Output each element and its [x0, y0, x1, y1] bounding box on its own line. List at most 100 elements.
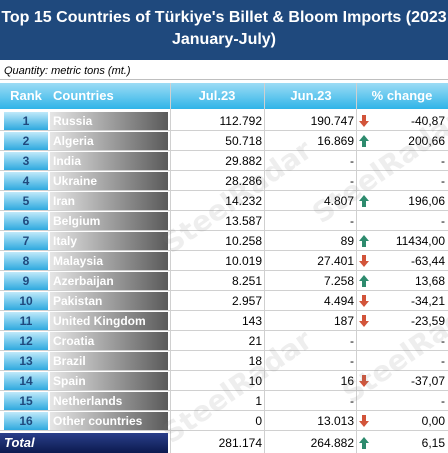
jun-value: 190.747 — [310, 114, 354, 128]
jun-value: 13.013 — [317, 414, 354, 428]
table-row: 1 Russia 112.792 190.747 -40,87 — [0, 111, 448, 131]
total-row: Total 281.174 264.882 6,15 — [0, 433, 448, 453]
jun-value: - — [350, 334, 354, 348]
country-cell: Belgium — [50, 212, 168, 230]
rank-cell: 13 — [4, 352, 48, 370]
down-arrow-icon — [357, 371, 371, 391]
change-value: - — [441, 214, 445, 228]
jun-value: 27.401 — [317, 254, 354, 268]
title-text: Top 15 Countries of Türkiye's Billet & B… — [1, 9, 447, 48]
rank-cell: 15 — [4, 392, 48, 410]
table-row: 9 Azerbaijan 8.251 7.258 13,68 — [0, 271, 448, 291]
header-change: % change — [371, 88, 433, 103]
rank-cell: 8 — [4, 252, 48, 270]
column-divider — [170, 83, 171, 453]
table-row: 13 Brazil 18 - - — [0, 351, 448, 371]
jul-value: 143 — [241, 314, 262, 328]
down-arrow-icon — [357, 111, 371, 131]
change-value: - — [441, 334, 445, 348]
jul-value: 8.251 — [231, 274, 262, 288]
jun-value: - — [350, 354, 354, 368]
table-row: 8 Malaysia 10.019 27.401 -63,44 — [0, 251, 448, 271]
table-row: 3 India 29.882 - - — [0, 151, 448, 171]
change-value: -40,87 — [410, 114, 445, 128]
up-arrow-icon — [357, 131, 371, 151]
rank-cell: 10 — [4, 292, 48, 310]
unit-note: Quantity: metric tons (mt.) — [0, 62, 448, 80]
table-row: 11 United Kingdom 143 187 -23,59 — [0, 311, 448, 331]
rank-cell: 7 — [4, 232, 48, 250]
down-arrow-icon — [357, 251, 371, 271]
rank-cell: 9 — [4, 272, 48, 290]
up-arrow-icon — [357, 433, 371, 453]
header-jul: Jul.23 — [198, 88, 236, 103]
down-arrow-icon — [357, 291, 371, 311]
total-jul: 281.174 — [218, 436, 262, 450]
jul-value: 29.882 — [225, 154, 262, 168]
country-cell: Ukraine — [50, 172, 168, 190]
table-row: 6 Belgium 13.587 - - — [0, 211, 448, 231]
country-cell: Azerbaijan — [50, 272, 168, 290]
jul-value: 21 — [248, 334, 262, 348]
rank-cell: 3 — [4, 152, 48, 170]
country-cell: Pakistan — [50, 292, 168, 310]
country-cell: Algeria — [50, 132, 168, 150]
country-cell: Spain — [50, 372, 168, 390]
rank-cell: 14 — [4, 372, 48, 390]
table-row: 12 Croatia 21 - - — [0, 331, 448, 351]
country-cell: Italy — [50, 232, 168, 250]
table-row: 16 Other countries 0 13.013 0,00 — [0, 411, 448, 431]
rank-cell: 2 — [4, 132, 48, 150]
header-rank: Rank — [10, 88, 42, 103]
up-arrow-icon — [357, 191, 371, 211]
jun-value: 4.494 — [323, 294, 354, 308]
table-row: 10 Pakistan 2.957 4.494 -34,21 — [0, 291, 448, 311]
jul-value: 18 — [248, 354, 262, 368]
change-value: -23,59 — [410, 314, 445, 328]
jul-value: 14.232 — [225, 194, 262, 208]
rank-cell: 11 — [4, 312, 48, 330]
jul-value: 28.286 — [225, 174, 262, 188]
jun-value: 187 — [333, 314, 354, 328]
change-value: -37,07 — [410, 374, 445, 388]
table-row: 15 Netherlands 1 - - — [0, 391, 448, 411]
country-cell: Russia — [50, 112, 168, 130]
jul-value: 112.792 — [219, 114, 263, 128]
change-value: 200,66 — [408, 134, 445, 148]
change-value: 11434,00 — [395, 234, 445, 248]
table-row: 7 Italy 10.258 89 11434,00 — [0, 231, 448, 251]
change-value: - — [441, 394, 445, 408]
table-title: Top 15 Countries of Türkiye's Billet & B… — [0, 0, 448, 60]
jul-value: 10.019 — [225, 254, 262, 268]
country-cell: Brazil — [50, 352, 168, 370]
down-arrow-icon — [357, 311, 371, 331]
up-arrow-icon — [357, 271, 371, 291]
jun-value: 16.869 — [317, 134, 354, 148]
change-value: - — [441, 154, 445, 168]
change-value: 13,68 — [414, 274, 445, 288]
country-cell: Malaysia — [50, 252, 168, 270]
change-value: 196,06 — [408, 194, 445, 208]
table-header: Rank Countries Jul.23 Jun.23 % change — [0, 83, 448, 109]
jun-value: 16 — [340, 374, 354, 388]
rank-cell: 5 — [4, 192, 48, 210]
header-countries: Countries — [53, 88, 114, 103]
jul-value: 2.957 — [231, 294, 262, 308]
column-divider — [264, 83, 265, 453]
jul-value: 50.718 — [225, 134, 262, 148]
country-cell: India — [50, 152, 168, 170]
country-cell: Iran — [50, 192, 168, 210]
change-value: -63,44 — [410, 254, 445, 268]
country-cell: Croatia — [50, 332, 168, 350]
total-jun: 264.882 — [310, 436, 354, 450]
total-change: 6,15 — [421, 436, 445, 450]
header-jun: Jun.23 — [290, 88, 332, 103]
jun-value: 7.258 — [323, 274, 354, 288]
jul-value: 10 — [248, 374, 262, 388]
change-value: - — [441, 354, 445, 368]
table-row: 14 Spain 10 16 -37,07 — [0, 371, 448, 391]
down-arrow-icon — [357, 411, 371, 431]
rank-cell: 6 — [4, 212, 48, 230]
country-cell: Other countries — [50, 412, 168, 430]
table-row: 4 Ukraine 28.286 - - — [0, 171, 448, 191]
